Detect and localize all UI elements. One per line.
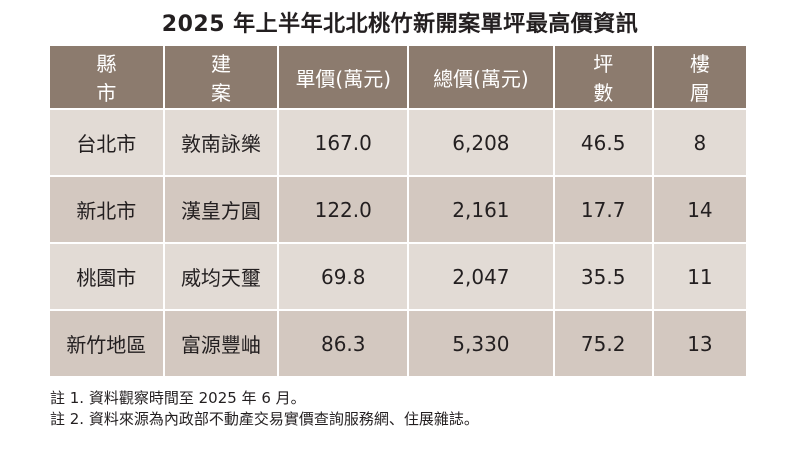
price-table: 縣 市 建 案 單價(萬元) 總價(萬元) 坪 數 樓 層 台北市 敦南詠樂 1…: [48, 44, 748, 378]
footnote-1: 註 1. 資料觀察時間至 2025 年 6 月。: [50, 389, 306, 407]
header-total-price: 總價(萬元): [409, 46, 553, 108]
table-row: 台北市 敦南詠樂 167.0 6,208 46.5 8: [50, 110, 746, 175]
cell-unit-price: 122.0: [279, 177, 408, 242]
cell-total-price: 2,047: [409, 244, 553, 309]
cell-unit-price: 86.3: [279, 311, 408, 376]
cell-total-price: 6,208: [409, 110, 553, 175]
header-area: 坪 數: [554, 46, 652, 108]
header-floor: 樓 層: [653, 46, 746, 108]
cell-floor: 14: [653, 177, 746, 242]
table-row: 桃園市 威均天璽 69.8 2,047 35.5 11: [50, 244, 746, 309]
cell-county: 桃園市: [50, 244, 163, 309]
cell-area: 17.7: [554, 177, 652, 242]
cell-total-price: 2,161: [409, 177, 553, 242]
table-header-row: 縣 市 建 案 單價(萬元) 總價(萬元) 坪 數 樓 層: [50, 46, 746, 108]
cell-area: 35.5: [554, 244, 652, 309]
footnote-2: 註 2. 資料來源為內政部不動產交易實價查詢服務網、住展雜誌。: [50, 410, 479, 428]
header-project: 建 案: [164, 46, 278, 108]
footnotes: 註 1. 資料觀察時間至 2025 年 6 月。 註 2. 資料來源為內政部不動…: [50, 388, 479, 430]
cell-project: 富源豐岫: [164, 311, 278, 376]
table-row: 新竹地區 富源豐岫 86.3 5,330 75.2 13: [50, 311, 746, 376]
cell-floor: 8: [653, 110, 746, 175]
cell-floor: 13: [653, 311, 746, 376]
cell-project: 漢皇方圓: [164, 177, 278, 242]
header-county: 縣 市: [50, 46, 163, 108]
table-row: 新北市 漢皇方圓 122.0 2,161 17.7 14: [50, 177, 746, 242]
cell-county: 新竹地區: [50, 311, 163, 376]
cell-area: 75.2: [554, 311, 652, 376]
header-unit-price: 單價(萬元): [279, 46, 408, 108]
cell-unit-price: 69.8: [279, 244, 408, 309]
cell-floor: 11: [653, 244, 746, 309]
cell-project: 敦南詠樂: [164, 110, 278, 175]
cell-project: 威均天璽: [164, 244, 278, 309]
cell-unit-price: 167.0: [279, 110, 408, 175]
cell-total-price: 5,330: [409, 311, 553, 376]
cell-county: 新北市: [50, 177, 163, 242]
cell-county: 台北市: [50, 110, 163, 175]
cell-area: 46.5: [554, 110, 652, 175]
page-title: 2025 年上半年北北桃竹新開案單坪最高價資訊: [161, 12, 639, 37]
